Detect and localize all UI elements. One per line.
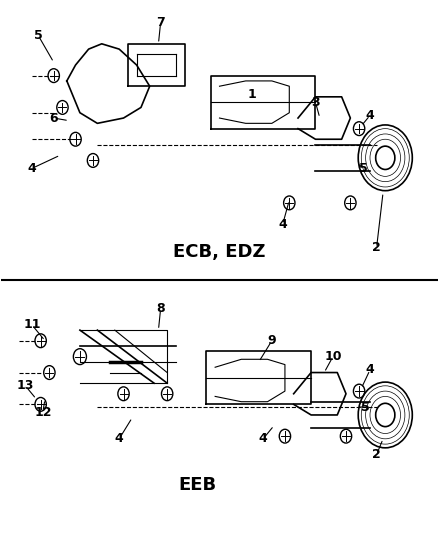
- Text: 13: 13: [17, 379, 34, 392]
- Text: 9: 9: [267, 334, 276, 347]
- Text: 3: 3: [311, 95, 319, 109]
- Text: 4: 4: [278, 217, 286, 231]
- Text: 2: 2: [371, 241, 380, 254]
- Text: 8: 8: [156, 302, 165, 316]
- Text: 4: 4: [258, 432, 267, 446]
- Text: 11: 11: [23, 318, 41, 332]
- Text: 6: 6: [49, 111, 58, 125]
- Text: ECB, EDZ: ECB, EDZ: [173, 243, 265, 261]
- Text: EEB: EEB: [178, 477, 216, 495]
- Text: 5: 5: [34, 29, 43, 42]
- Text: 4: 4: [365, 109, 374, 122]
- Text: 1: 1: [247, 87, 256, 101]
- Text: 5: 5: [358, 162, 367, 175]
- Text: 4: 4: [365, 364, 374, 376]
- Text: 12: 12: [34, 406, 51, 419]
- Text: 10: 10: [323, 350, 341, 363]
- Text: 5: 5: [360, 400, 369, 414]
- Text: 7: 7: [156, 16, 165, 29]
- Text: 4: 4: [114, 432, 123, 446]
- Text: 4: 4: [28, 162, 36, 175]
- Text: 2: 2: [371, 448, 380, 461]
